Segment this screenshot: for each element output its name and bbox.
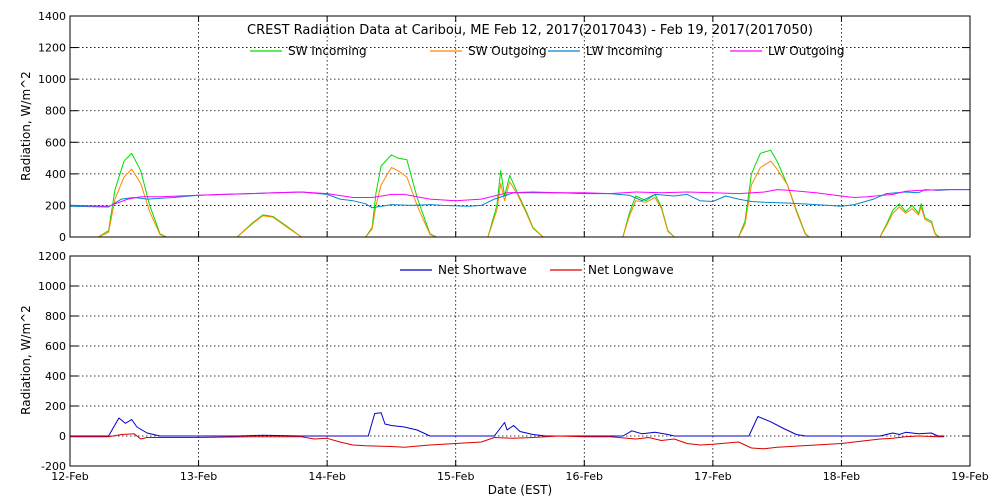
bottom-panel: Radiation, W/m^2 Date (EST) -200 0 200 400 6… xyxy=(19,250,989,497)
y-tick-label: 0 xyxy=(59,430,66,443)
y-tick-label: 400 xyxy=(45,168,66,181)
bottom-y-axis-title: Radiation, W/m^2 xyxy=(19,305,33,415)
x-tick-label: 18-Feb xyxy=(823,470,860,483)
top-panel: CREST Radiation Data at Caribou, ME Feb … xyxy=(19,10,971,244)
legend-label: Net Longwave xyxy=(588,263,674,277)
top-legend: SW Incoming SW Outgoing LW Incoming LW Outg… xyxy=(250,44,845,58)
series-line-sw-incoming xyxy=(98,149,940,238)
y-tick-label: 400 xyxy=(45,370,66,383)
y-tick-label: 1200 xyxy=(38,250,66,263)
top-gridlines xyxy=(70,16,970,237)
bottom-series xyxy=(70,412,945,450)
y-tick-label: 800 xyxy=(45,310,66,323)
legend-label: SW Outgoing xyxy=(468,44,547,58)
y-tick-label: 1400 xyxy=(38,10,66,23)
x-axis-title: Date (EST) xyxy=(488,483,552,497)
series-line-sw-outgoing xyxy=(98,160,940,238)
legend-label: Net Shortwave xyxy=(438,263,527,277)
y-tick-label: 1200 xyxy=(38,42,66,55)
y-tick-label: 0 xyxy=(59,231,66,244)
y-tick-label: 200 xyxy=(45,199,66,212)
y-tick-label: 200 xyxy=(45,400,66,413)
x-tick-label: 17-Feb xyxy=(694,470,731,483)
x-tick-label: 14-Feb xyxy=(308,470,345,483)
legend-label: LW Outgoing xyxy=(768,44,845,58)
series-line-net-longwave xyxy=(70,433,945,450)
y-tick-label: 600 xyxy=(45,340,66,353)
bottom-plot-frame xyxy=(69,255,971,467)
x-tick-label: 16-Feb xyxy=(566,470,603,483)
top-plot-frame xyxy=(69,15,971,238)
x-tick-label: 12-Feb xyxy=(51,470,88,483)
x-tick-label: 13-Feb xyxy=(180,470,217,483)
bottom-legend: Net Shortwave Net Longwave xyxy=(400,263,674,277)
bottom-axis-ticks: -200 0 200 400 600 800 1000 1200 12-Feb 13-Feb 14-… xyxy=(38,250,989,483)
top-y-axis-title: Radiation, W/m^2 xyxy=(19,71,33,181)
bottom-gridlines xyxy=(70,256,970,466)
y-tick-label: 1000 xyxy=(38,280,66,293)
series-line-net-shortwave xyxy=(70,412,945,437)
y-tick-label: 600 xyxy=(45,136,66,149)
y-tick-label: 1000 xyxy=(38,73,66,86)
y-tick-label: 800 xyxy=(45,105,66,118)
series-line-lw-outgoing xyxy=(69,189,970,207)
legend-label: SW Incoming xyxy=(288,44,367,58)
legend-label: LW Incoming xyxy=(586,44,663,58)
x-tick-label: 15-Feb xyxy=(437,470,474,483)
top-series xyxy=(69,149,970,238)
x-tick-label: 19-Feb xyxy=(951,470,988,483)
chart-title: CREST Radiation Data at Caribou, ME Feb … xyxy=(247,23,813,38)
y-tick-label: -200 xyxy=(41,460,66,473)
